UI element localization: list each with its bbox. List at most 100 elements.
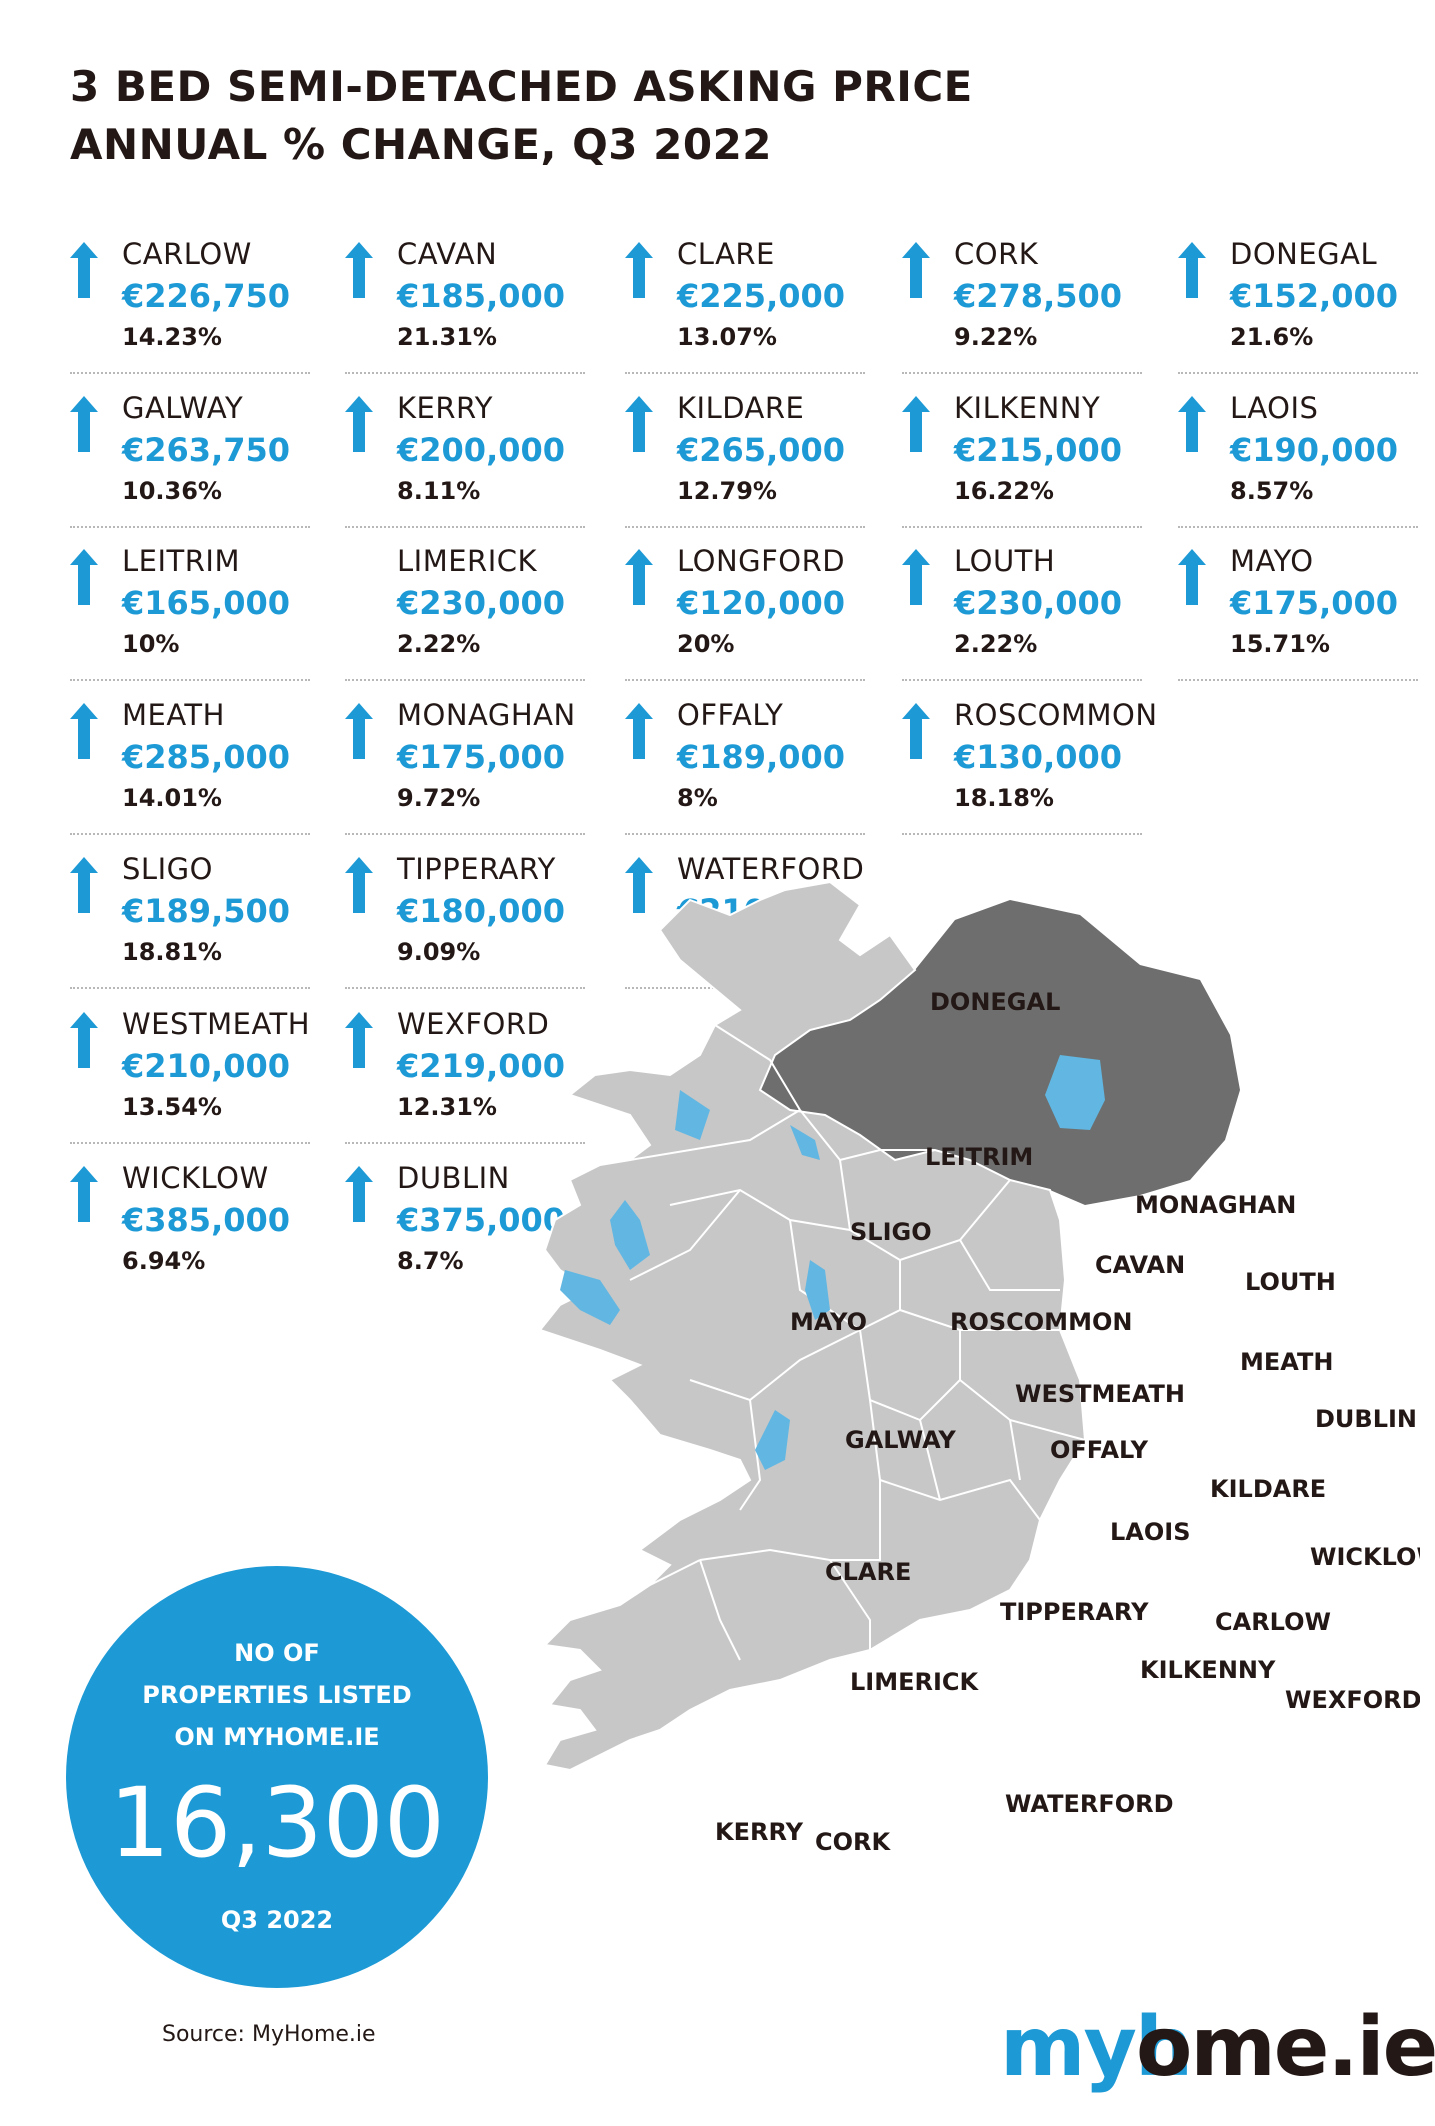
map-label-kerry: KERRY bbox=[715, 1818, 804, 1846]
map-label-limerick: LIMERICK bbox=[850, 1668, 980, 1696]
up-arrow-icon bbox=[70, 857, 98, 913]
county-name: WATERFORD bbox=[677, 852, 865, 886]
up-arrow-icon bbox=[1178, 396, 1206, 452]
map-label-tipperary: TIPPERARY bbox=[1000, 1598, 1149, 1626]
dotted-divider bbox=[902, 833, 1142, 835]
dotted-divider bbox=[1178, 526, 1418, 528]
up-arrow-icon bbox=[345, 1166, 373, 1222]
page-title: 3 BED SEMI-DETACHED ASKING PRICE ANNUAL … bbox=[70, 58, 1170, 174]
up-arrow-icon bbox=[902, 242, 930, 298]
county-entry-cork: CORK €278,500 9.22% bbox=[902, 236, 1142, 386]
county-entry-limerick: LIMERICK €230,000 2.22% bbox=[345, 543, 585, 693]
county-entry-carlow: CARLOW €226,750 14.23% bbox=[70, 236, 310, 386]
county-price: €189,000 bbox=[677, 738, 846, 776]
map-label-wexford: WEXFORD bbox=[1285, 1686, 1420, 1714]
county-entry-laois: LAOIS €190,000 8.57% bbox=[1178, 390, 1418, 540]
county-change: 2.22% bbox=[954, 630, 1038, 658]
logo-part-2: ome.ie bbox=[1136, 2000, 1435, 2095]
county-entry-roscommon: ROSCOMMON €130,000 18.18% bbox=[902, 697, 1157, 847]
myhome-logo: myh ome.ie bbox=[1000, 2000, 1435, 2110]
dotted-divider bbox=[625, 526, 865, 528]
county-change: 8% bbox=[677, 784, 718, 812]
up-arrow-icon bbox=[70, 242, 98, 298]
dotted-divider bbox=[345, 987, 585, 989]
logo-part-1: myh bbox=[1000, 2000, 1193, 2095]
county-price: €219,000 bbox=[397, 1047, 566, 1085]
county-name: CAVAN bbox=[397, 237, 498, 271]
county-name: DUBLIN bbox=[397, 1161, 510, 1195]
county-price: €278,500 bbox=[954, 277, 1123, 315]
map-label-offaly: OFFALY bbox=[1050, 1436, 1149, 1464]
county-change: 9.09% bbox=[397, 938, 481, 966]
county-price: €225,000 bbox=[677, 277, 846, 315]
county-price: €165,000 bbox=[122, 584, 291, 622]
county-name: MEATH bbox=[122, 698, 225, 732]
up-arrow-icon bbox=[902, 396, 930, 452]
county-price: €375,000 bbox=[397, 1201, 566, 1239]
county-price: €285,000 bbox=[122, 738, 291, 776]
dotted-divider bbox=[625, 372, 865, 374]
county-name: KILDARE bbox=[677, 391, 805, 425]
county-price: €385,000 bbox=[122, 1201, 291, 1239]
dotted-divider bbox=[345, 372, 585, 374]
county-entry-wicklow: WICKLOW €385,000 6.94% bbox=[70, 1160, 310, 1310]
county-change: 10% bbox=[122, 630, 180, 658]
county-entry-sligo: SLIGO €189,500 18.81% bbox=[70, 851, 310, 1001]
up-arrow-icon bbox=[345, 857, 373, 913]
dotted-divider bbox=[345, 526, 585, 528]
map-label-kildare: KILDARE bbox=[1210, 1475, 1326, 1503]
county-entry-wexford: WEXFORD €219,000 12.31% bbox=[345, 1006, 585, 1156]
map-label-wicklow: WICKLOW bbox=[1310, 1543, 1420, 1571]
county-change: 6.94% bbox=[122, 1247, 206, 1275]
county-change: 13.54% bbox=[122, 1093, 222, 1121]
county-entry-meath: MEATH €285,000 14.01% bbox=[70, 697, 310, 847]
county-entry-louth: LOUTH €230,000 2.22% bbox=[902, 543, 1142, 693]
listings-count: 16,300 bbox=[109, 1767, 445, 1879]
county-name: SLIGO bbox=[122, 852, 213, 886]
county-entry-longford: LONGFORD €120,000 20% bbox=[625, 543, 865, 693]
up-arrow-icon bbox=[625, 703, 653, 759]
county-price: €180,000 bbox=[397, 892, 566, 930]
county-change: 9.22% bbox=[954, 323, 1038, 351]
map-label-dublin: DUBLIN bbox=[1315, 1405, 1417, 1433]
map-label-clare: CLARE bbox=[825, 1558, 911, 1586]
up-arrow-icon bbox=[902, 703, 930, 759]
county-name: LOUTH bbox=[954, 544, 1056, 578]
map-label-sligo: SLIGO bbox=[850, 1218, 932, 1246]
dotted-divider bbox=[625, 833, 865, 835]
dotted-divider bbox=[902, 679, 1142, 681]
county-price: €263,750 bbox=[122, 431, 291, 469]
dotted-divider bbox=[70, 526, 310, 528]
dotted-divider bbox=[902, 526, 1142, 528]
county-name: CLARE bbox=[677, 237, 775, 271]
listings-caption-line-3: ON MYHOME.IE bbox=[174, 1723, 380, 1751]
county-name: LONGFORD bbox=[677, 544, 846, 578]
ireland-map: DONEGAL LEITRIM MONAGHAN SLIGO CAVAN LOUTH MAY… bbox=[540, 880, 1420, 1856]
map-label-laois: LAOIS bbox=[1110, 1518, 1190, 1546]
county-change: 16.22% bbox=[954, 477, 1054, 505]
county-price: €230,000 bbox=[397, 584, 566, 622]
county-price: €120,000 bbox=[677, 584, 846, 622]
county-price: €230,000 bbox=[954, 584, 1123, 622]
map-label-leitrim: LEITRIM bbox=[925, 1143, 1033, 1171]
county-change: 18.18% bbox=[954, 784, 1054, 812]
county-price: €175,000 bbox=[397, 738, 566, 776]
up-arrow-icon bbox=[70, 703, 98, 759]
county-change: 8.11% bbox=[397, 477, 481, 505]
map-label-roscommon: ROSCOMMON bbox=[950, 1308, 1132, 1336]
dotted-divider bbox=[1178, 372, 1418, 374]
county-name: LAOIS bbox=[1230, 391, 1319, 425]
county-change: 2.22% bbox=[397, 630, 481, 658]
map-county-labels: DONEGAL LEITRIM MONAGHAN SLIGO CAVAN LOUTH MAY… bbox=[715, 988, 1420, 1856]
county-change: 21.6% bbox=[1230, 323, 1314, 351]
dotted-divider bbox=[70, 1142, 310, 1144]
listings-caption-line-1: NO OF bbox=[234, 1639, 320, 1667]
county-entry-donegal: DONEGAL €152,000 21.6% bbox=[1178, 236, 1418, 386]
title-line-1: 3 BED SEMI-DETACHED ASKING PRICE bbox=[70, 62, 973, 111]
up-arrow-icon bbox=[902, 549, 930, 605]
map-label-cavan: CAVAN bbox=[1095, 1251, 1185, 1279]
up-arrow-icon bbox=[625, 242, 653, 298]
dotted-divider bbox=[625, 679, 865, 681]
county-change: 10.36% bbox=[122, 477, 222, 505]
up-arrow-icon bbox=[345, 703, 373, 759]
